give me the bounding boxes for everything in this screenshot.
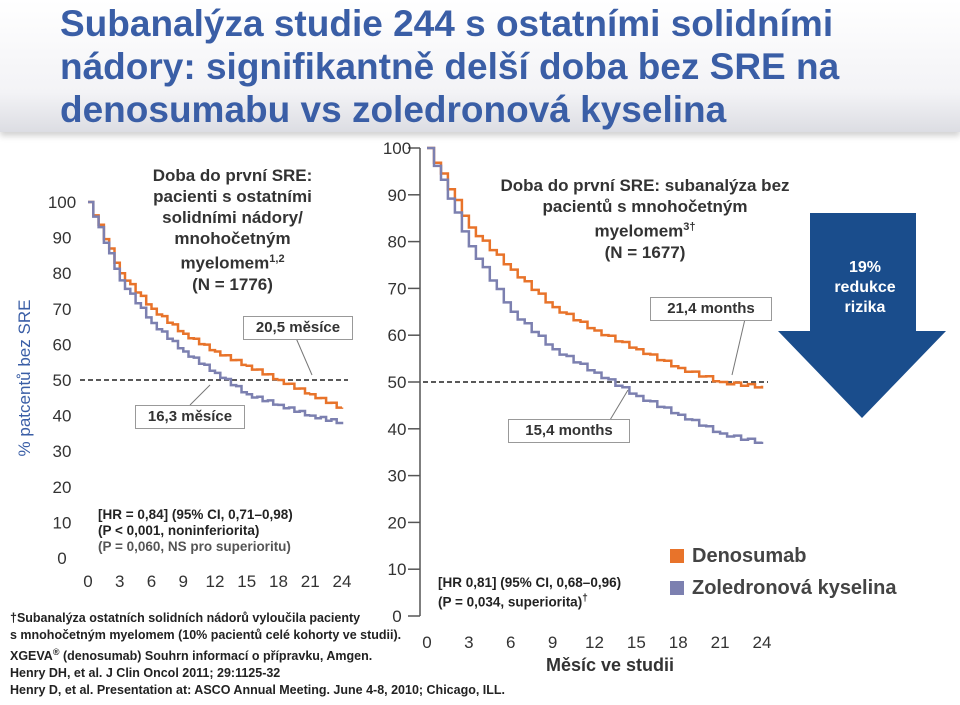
y-tick-label: 70: [53, 300, 72, 319]
x-tick-label: 15: [627, 633, 646, 652]
left-deno-median-label: 20,5 měsíce: [243, 316, 353, 340]
x-tick-label: 12: [206, 572, 225, 591]
right-n-text: (N = 1677): [604, 242, 686, 262]
x-tick-label: 18: [269, 572, 288, 591]
legend-swatch: [670, 581, 684, 595]
risk-line: 19%: [848, 259, 882, 276]
risk-line: rizika: [844, 299, 886, 316]
km-curve-denosumab: [427, 146, 764, 389]
right-heading-sup: 3†: [683, 221, 696, 233]
y-tick-label: 90: [53, 229, 72, 248]
legend-label: Zoledronová kyselina: [692, 576, 897, 599]
footnote-line: Henry DH, et al. J Clin Oncol 2011; 29:1…: [10, 666, 281, 681]
title-banner: Subanalýza studie 244 s ostatními solidn…: [0, 0, 960, 132]
x-tick-label: 9: [179, 572, 188, 591]
risk-line: redukce: [834, 279, 896, 296]
leader-line: [609, 389, 629, 421]
x-tick-label: 0: [83, 572, 92, 591]
km-curve-zoledronic: [427, 146, 764, 445]
x-tick-label: 6: [506, 633, 515, 652]
right-deno-median-label: 21,4 months: [650, 297, 772, 321]
right-hr-sup: †: [582, 593, 588, 604]
x-tick-label: 15: [237, 572, 256, 591]
left-heading-line: Doba do první SRE:: [152, 166, 313, 185]
legend-swatch: [670, 549, 684, 563]
y-tick-label: 10: [53, 513, 72, 532]
km-curve-zoledronic: [88, 200, 344, 425]
right-panel-heading: Doba do první SRE: subanalýza bez pacien…: [470, 175, 820, 263]
x-tick-label: 0: [422, 633, 431, 652]
left-heading-line: pacienti s ostatními: [153, 187, 312, 206]
x-tick-label: 6: [147, 572, 156, 591]
leader-line: [731, 318, 746, 376]
leader-line: [295, 337, 313, 376]
page-title: Subanalýza studie 244 s ostatními solidn…: [60, 3, 840, 130]
footnote-line: XGEVA: [10, 649, 53, 664]
footnotes: †Subanalýza ostatních solidních nádorů v…: [10, 610, 505, 699]
footnote-line: (denosumab) Souhrn informací o přípravku…: [59, 649, 373, 664]
x-tick-label: 21: [711, 633, 730, 652]
right-heading-line: myelomem: [594, 221, 684, 241]
y-tick-label: 40: [388, 420, 407, 439]
right-hr-line: [HR 0,81] (95% CI, 0,68–0,96): [438, 575, 622, 590]
y-tick-label: 0: [392, 607, 401, 626]
y-tick-label: 50: [388, 373, 407, 392]
right-hr-line: (P = 0,034, superiorita): [438, 594, 583, 610]
y-tick-label: 0: [57, 549, 66, 568]
y-tick-label: 70: [388, 279, 407, 298]
legend: Denosumab Zoledronová kyselina: [670, 540, 897, 604]
legend-item-denosumab: Denosumab: [670, 540, 897, 572]
right-hr-text: [HR 0,81] (95% CI, 0,68–0,96) (P = 0,034…: [438, 575, 621, 611]
left-hr-line: (P < 0,001, noninferiorita): [98, 523, 260, 538]
left-hr-text: [HR = 0,84] (95% CI, 0,71–0,98) (P < 0,0…: [98, 507, 293, 555]
y-tick-label: 30: [388, 467, 407, 486]
y-tick-label: 80: [53, 264, 72, 283]
legend-item-zoledronic: Zoledronová kyselina: [670, 572, 897, 604]
y-tick-label: 80: [388, 233, 407, 252]
y-tick-label: 60: [53, 335, 72, 354]
right-heading-line: pacientů s mnohočetným: [542, 197, 748, 216]
leader-line: [189, 384, 211, 406]
x-tick-label: 9: [548, 633, 557, 652]
legend-label: Denosumab: [692, 544, 807, 567]
y-tick-label: 20: [53, 478, 72, 497]
y-tick-label: 60: [388, 326, 407, 345]
right-zol-median-label: 15,4 months: [508, 419, 630, 443]
x-axis-label: Měsíc ve studii: [545, 655, 675, 675]
left-heading-line: solidními nádory/: [162, 208, 303, 227]
left-hr-line: (P = 0,060, NS pro superioritu): [98, 539, 291, 554]
y-tick-label: 100: [48, 193, 76, 212]
left-n-text: (N = 1776): [192, 274, 273, 294]
right-heading-line: Doba do první SRE: subanalýza bez: [500, 176, 790, 195]
footnote-line: Henry D, et al. Presentation at: ASCO An…: [10, 683, 506, 698]
km-curve-denosumab: [88, 200, 344, 409]
left-heading-sup: 1,2: [269, 253, 285, 265]
x-tick-label: 3: [464, 633, 473, 652]
y-tick-label: 90: [388, 186, 407, 205]
x-tick-label: 21: [301, 572, 320, 591]
footnote-sup: ®: [52, 647, 60, 657]
left-heading-line: mnohočetným: [174, 229, 291, 248]
footnote-line: s mnohočetným myelomem (10% pacientů cel…: [10, 628, 402, 642]
y-tick-label: 100: [383, 139, 411, 158]
left-heading-line: myelomem: [180, 253, 270, 273]
y-tick-label: 50: [53, 371, 72, 390]
y-tick-label: 10: [388, 560, 407, 579]
y-tick-label: 30: [53, 442, 72, 461]
y-tick-label: 20: [388, 513, 407, 532]
x-tick-label: 24: [753, 633, 772, 652]
risk-reduction-text: 19% redukce rizika: [805, 258, 925, 318]
left-hr-line: [HR = 0,84] (95% CI, 0,71–0,98): [98, 507, 293, 522]
y-tick-label: 40: [53, 407, 72, 426]
left-zol-median-label: 16,3 měsíce: [135, 405, 245, 429]
x-tick-label: 18: [669, 633, 688, 652]
risk-reduction-arrow-icon: [778, 213, 946, 418]
footnote-line: †Subanalýza ostatních solidních nádorů v…: [10, 611, 361, 625]
left-panel-heading: Doba do první SRE: pacienti s ostatními …: [120, 165, 345, 295]
x-tick-label: 24: [333, 572, 352, 591]
x-tick-label: 3: [115, 572, 124, 591]
x-tick-label: 12: [585, 633, 604, 652]
